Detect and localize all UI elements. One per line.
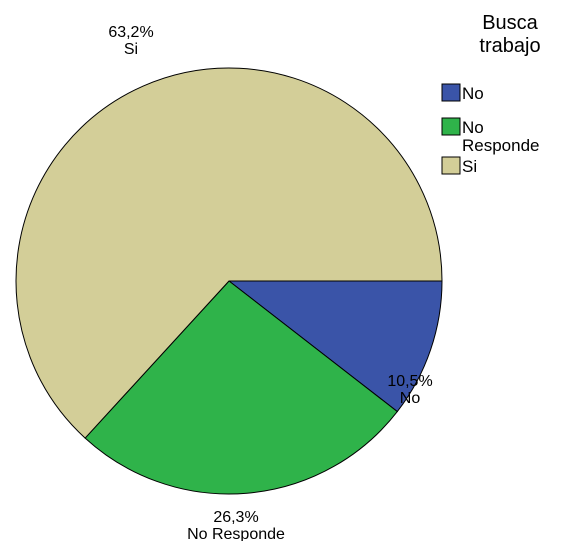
pie-slice-labels: 10,5%No 26,3%No Responde 63,2%Si (108, 24, 432, 541)
legend-swatch (441, 83, 461, 102)
legend-label: Si (462, 157, 477, 176)
pie-slice-no-responde (84, 280, 399, 495)
legend-label: Responde (462, 136, 540, 155)
slice-name-label: No Responde (187, 526, 285, 541)
slice-percent-label: 10,5% (387, 373, 432, 390)
legend-label: No (462, 84, 484, 103)
legend-label: No (462, 118, 484, 137)
legend-swatch (441, 117, 461, 136)
slice-name-label: Si (124, 41, 138, 58)
legend-swatch (441, 156, 461, 175)
pie-slice-no (227, 280, 443, 413)
slice-percent-label: 26,3% (213, 509, 258, 526)
slice-name-label: No (400, 390, 421, 407)
legend-title: Busca (482, 12, 538, 34)
legend-title: trabajo (479, 35, 540, 57)
slice-percent-label: 63,2% (108, 24, 153, 41)
pie-slices (15, 67, 443, 495)
pie-slice-si (15, 67, 443, 439)
